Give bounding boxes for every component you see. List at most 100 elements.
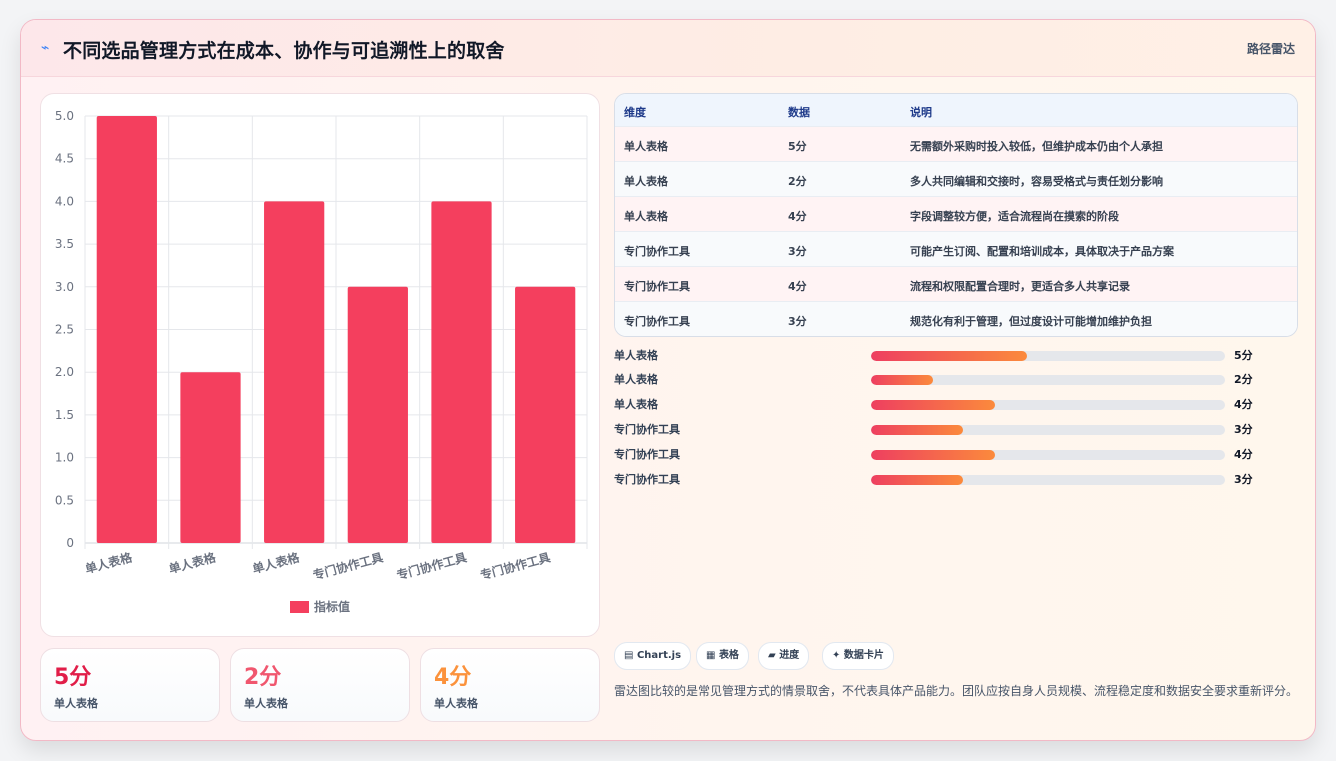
y-tick-label: 1.0	[55, 451, 74, 465]
table-cell: 2分	[788, 175, 807, 188]
progress-value: 4分	[1234, 448, 1253, 461]
progress-label: 单人表格	[614, 349, 658, 362]
progress-fill	[871, 375, 933, 385]
table-cell: 单人表格	[624, 140, 668, 153]
stat-value: 2分	[244, 665, 282, 690]
progress-track	[871, 475, 1225, 485]
progress-track	[871, 400, 1225, 410]
stat-card: 2分 单人表格	[230, 648, 410, 722]
tag-progress[interactable]: ▰ 进度	[758, 642, 810, 670]
table-cell: 规范化有利于管理，但过度设计可能增加维护负担	[910, 315, 1152, 328]
tag-chartjs[interactable]: ▤ Chart.js	[614, 642, 692, 670]
page-title: 不同选品管理方式在成本、协作与可追溯性上的取舍	[63, 40, 505, 62]
table-row: 专门协作工具 3分 可能产生订阅、配置和培训成本，具体取决于产品方案	[615, 231, 1297, 267]
tag-label: 表格	[718, 650, 739, 661]
y-tick-label: 2.0	[55, 365, 74, 379]
table-cell: 专门协作工具	[624, 245, 690, 258]
legend-swatch	[290, 601, 309, 613]
trend-line-icon: ⌁	[41, 40, 50, 56]
bar	[96, 116, 157, 543]
table-icon: ▦	[706, 650, 716, 661]
tag-table[interactable]: ▦ 表格	[696, 642, 749, 670]
progress-value: 2分	[1234, 373, 1253, 386]
progress-row: 单人表格 4分	[614, 395, 1296, 415]
bar-chart: 0 0.5 1.0 1.5 2.0 2.5 3.0 3.5 4.0 4.5 5.0 单人表格 单人表格 单…	[55, 109, 588, 614]
stat-card: 4分 单人表格	[420, 648, 600, 722]
progress-value: 4分	[1234, 398, 1253, 411]
progress-track	[871, 351, 1225, 361]
table-row: 单人表格 4分 字段调整较方便，适合流程尚在摸索的阶段	[615, 196, 1297, 232]
table-cell: 流程和权限配置合理时，更适合多人共享记录	[910, 280, 1130, 293]
bar	[264, 201, 325, 543]
footnote: 雷达图比较的是常见管理方式的情景取舍，不代表具体产品能力。团队应按自身人员规模、…	[614, 684, 1299, 698]
y-tick-label: 3.0	[55, 280, 74, 294]
progress-track	[871, 375, 1225, 385]
progress-label: 专门协作工具	[614, 448, 680, 461]
table-row: 专门协作工具 3分 规范化有利于管理，但过度设计可能增加维护负担	[615, 301, 1297, 336]
stat-card: 5分 单人表格	[40, 648, 220, 722]
tag-data-cards[interactable]: ✦ 数据卡片	[822, 642, 894, 670]
table-cell: 多人共同编辑和交接时，容易受格式与责任划分影响	[910, 175, 1163, 188]
radar-link[interactable]: 路径雷达	[1246, 42, 1295, 56]
progress-value: 3分	[1234, 473, 1253, 486]
column-header: 数据	[788, 106, 810, 119]
table-cell: 3分	[788, 245, 807, 258]
stat-value: 5分	[54, 665, 92, 690]
x-tick-label: 专门协作工具	[395, 549, 468, 582]
tag-label: Chart.js	[636, 650, 682, 661]
bar	[431, 201, 492, 543]
stat-value: 4分	[434, 665, 472, 690]
bar-chart-panel: 0 0.5 1.0 1.5 2.0 2.5 3.0 3.5 4.0 4.5 5.0 单人表格 单人表格 单…	[40, 93, 600, 637]
progress-row: 专门协作工具 3分	[614, 470, 1296, 490]
progress-label: 专门协作工具	[614, 423, 680, 436]
y-tick-label: 4.0	[55, 194, 74, 208]
chart-icon: ▤	[624, 650, 634, 661]
progress-track	[871, 425, 1225, 435]
table-cell: 5分	[788, 140, 807, 153]
stat-label: 单人表格	[434, 697, 478, 710]
table-cell: 4分	[788, 280, 807, 293]
legend-label: 指标值	[314, 599, 350, 614]
progress-label: 单人表格	[614, 398, 658, 411]
table-cell: 单人表格	[624, 210, 668, 223]
tag-label: 进度	[779, 650, 800, 661]
x-tick-label: 单人表格	[251, 549, 302, 576]
table-cell: 3分	[788, 315, 807, 328]
x-tick-label: 专门协作工具	[478, 549, 551, 582]
sparkle-icon: ✦	[832, 650, 841, 661]
progress-fill	[871, 425, 964, 435]
y-tick-label: 4.5	[55, 152, 74, 166]
table-cell: 专门协作工具	[624, 280, 690, 293]
stat-label: 单人表格	[54, 697, 98, 710]
progress-row: 专门协作工具 4分	[614, 445, 1296, 465]
table-cell: 4分	[788, 210, 807, 223]
y-tick-label: 0	[66, 536, 74, 550]
bar	[347, 286, 408, 543]
bar	[180, 372, 241, 543]
progress-fill	[871, 450, 995, 460]
y-tick-label: 2.5	[55, 323, 74, 337]
column-header: 维度	[624, 106, 646, 119]
bar	[515, 286, 576, 543]
dashboard-card: ⌁ 不同选品管理方式在成本、协作与可追溯性上的取舍 路径雷达 0 0.5 1.0 1.…	[20, 19, 1316, 741]
stat-label: 单人表格	[244, 697, 288, 710]
folder-icon: ▰	[768, 650, 776, 661]
progress-value: 5分	[1234, 349, 1253, 362]
table-cell: 可能产生订阅、配置和培训成本，具体取决于产品方案	[910, 245, 1174, 258]
y-tick-label: 1.5	[55, 408, 74, 422]
x-tick-label: 单人表格	[83, 549, 134, 576]
x-tick-label: 专门协作工具	[311, 549, 384, 582]
header: ⌁ 不同选品管理方式在成本、协作与可追溯性上的取舍 路径雷达	[21, 20, 1315, 77]
progress-row: 单人表格 5分	[614, 346, 1296, 366]
table-cell: 无需额外采购时投入较低，但维护成本仍由个人承担	[910, 140, 1163, 153]
progress-row: 专门协作工具 3分	[614, 420, 1296, 440]
y-tick-label: 3.5	[55, 237, 74, 251]
x-tick-label: 单人表格	[167, 549, 218, 576]
table-header-row: 维度 数据 说明	[615, 94, 1297, 127]
progress-fill	[871, 351, 1027, 361]
progress-value: 3分	[1234, 423, 1253, 436]
table-row: 专门协作工具 4分 流程和权限配置合理时，更适合多人共享记录	[615, 266, 1297, 302]
progress-label: 单人表格	[614, 373, 658, 386]
table-row: 单人表格 2分 多人共同编辑和交接时，容易受格式与责任划分影响	[615, 161, 1297, 197]
progress-fill	[871, 475, 964, 485]
